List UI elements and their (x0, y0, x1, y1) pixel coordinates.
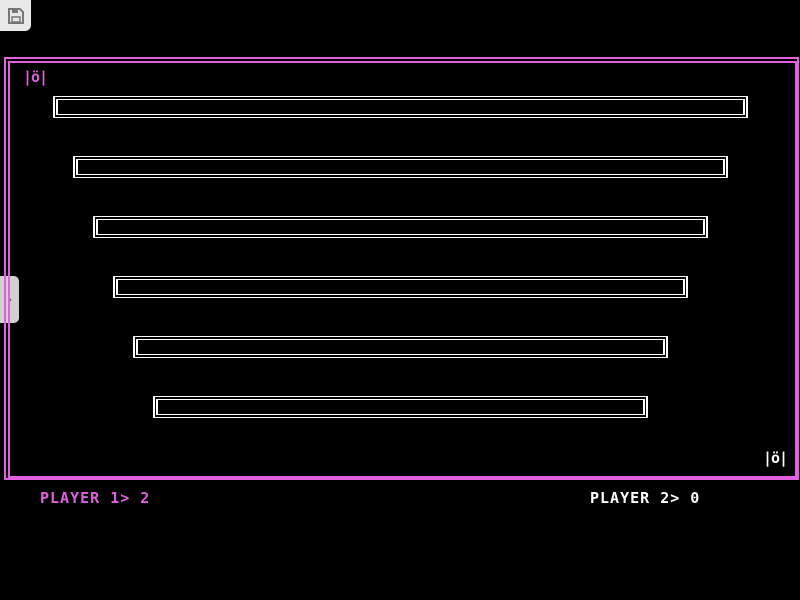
playfield-border-inner (8, 61, 797, 478)
barrier-bar (93, 216, 708, 238)
save-button[interactable] (0, 0, 31, 31)
player2-paddle: |ö| (763, 449, 788, 467)
barrier-bar (73, 156, 728, 178)
floppy-disk-icon (7, 7, 24, 24)
barrier-bar (153, 396, 648, 418)
player1-score: PLAYER 1> 2 (40, 489, 151, 507)
player2-score: PLAYER 2> 0 (590, 489, 701, 507)
barrier-bar (113, 276, 688, 298)
barrier-bar (53, 96, 748, 118)
playfield-border-outer (4, 57, 799, 480)
player1-paddle: |ö| (23, 68, 48, 86)
barrier-bar (133, 336, 668, 358)
